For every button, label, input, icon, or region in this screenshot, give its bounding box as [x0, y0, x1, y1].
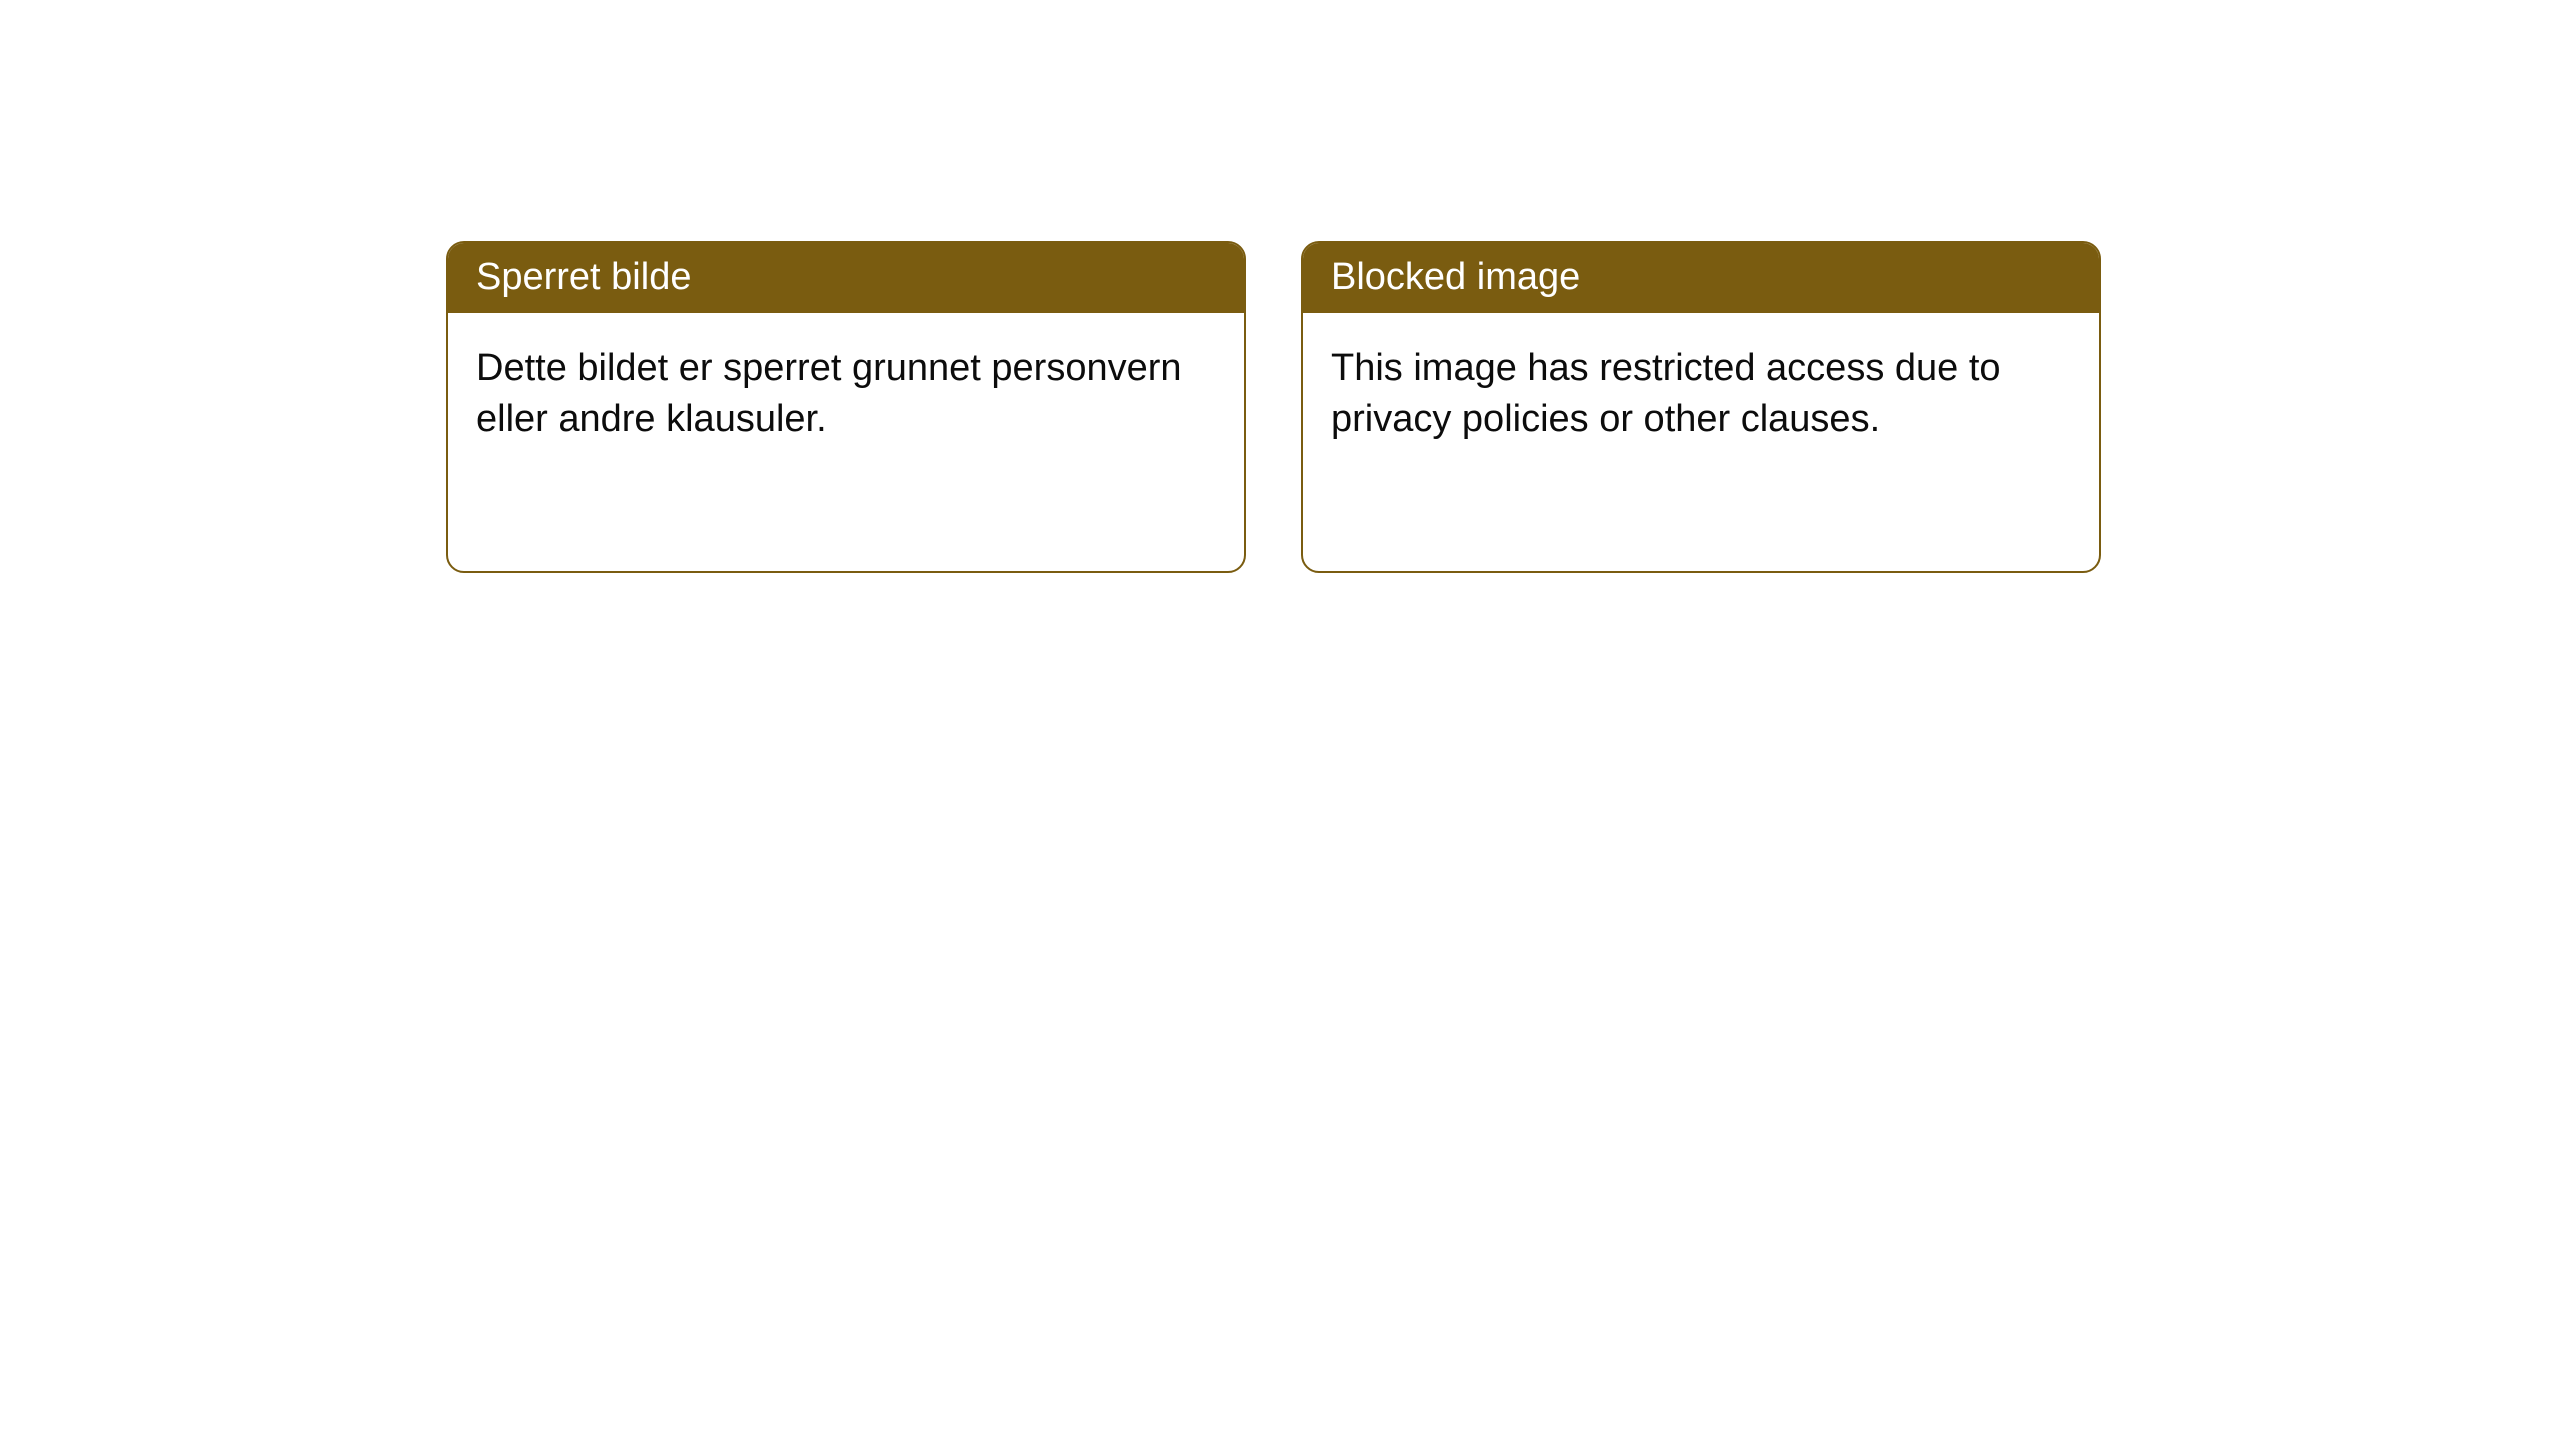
notice-card-body: This image has restricted access due to …	[1303, 313, 2099, 476]
notice-card-header: Sperret bilde	[448, 243, 1244, 313]
notice-card-body: Dette bildet er sperret grunnet personve…	[448, 313, 1244, 476]
notice-card-header: Blocked image	[1303, 243, 2099, 313]
notice-card-english: Blocked image This image has restricted …	[1301, 241, 2101, 573]
notice-card-norwegian: Sperret bilde Dette bildet er sperret gr…	[446, 241, 1246, 573]
notice-cards-container: Sperret bilde Dette bildet er sperret gr…	[446, 241, 2101, 573]
